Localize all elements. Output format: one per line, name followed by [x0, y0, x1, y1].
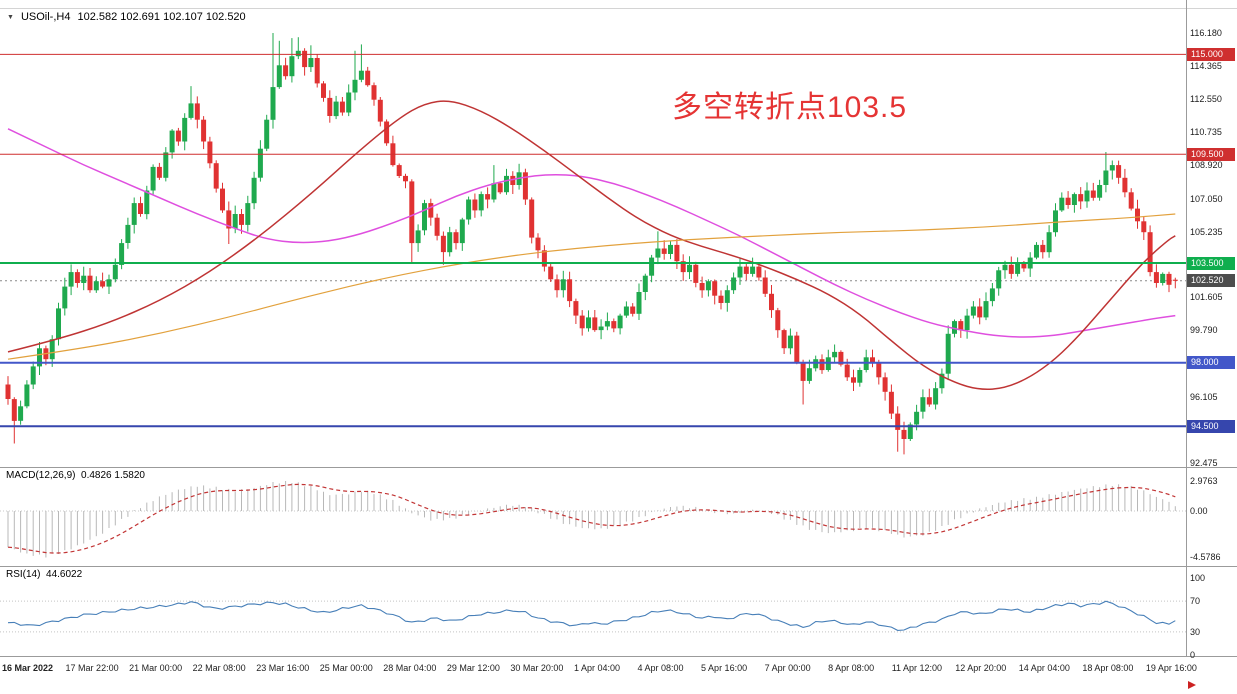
- time-axis-label: 7 Apr 00:00: [764, 663, 811, 673]
- time-axis-label: 28 Mar 04:00: [383, 663, 437, 673]
- window-top-border: [0, 8, 1237, 9]
- price-badge: 94.500: [1187, 419, 1235, 433]
- axis-tick-label: 107.050: [1190, 193, 1223, 204]
- axis-tick-label: 110.735: [1190, 126, 1222, 137]
- main-chart-canvas[interactable]: [0, 0, 1186, 467]
- ma-red[interactable]: [7, 100, 1176, 391]
- axis-tick-label: 108.920: [1190, 159, 1223, 170]
- macd-values: 0.4826 1.5820: [81, 470, 145, 481]
- time-axis-label: 23 Mar 16:00: [256, 663, 310, 673]
- time-axis-label: 11 Apr 12:00: [891, 663, 943, 673]
- ma-magenta[interactable]: [7, 128, 1176, 338]
- rsi-label: RSI(14) 44.6022: [6, 569, 82, 580]
- axis-tick-label: 2.9763: [1190, 476, 1218, 487]
- axis-tick-label: 112.550: [1190, 93, 1222, 104]
- rsi-value: 44.6022: [46, 569, 83, 580]
- macd-name: MACD(12,26,9): [6, 470, 76, 481]
- axis-tick-label: 30: [1190, 626, 1201, 637]
- symbol-dropdown-icon[interactable]: ▼: [7, 13, 14, 21]
- price-badge: 103.500: [1187, 256, 1235, 270]
- axis-tick-label: 0.00: [1190, 506, 1208, 516]
- macd-histogram: [7, 481, 1176, 558]
- time-axis-label: 14 Apr 04:00: [1018, 663, 1070, 673]
- price-axis-border: [1186, 0, 1187, 656]
- axis-tick-label: 105.235: [1190, 226, 1223, 237]
- candles-layer: [5, 33, 1178, 455]
- axis-tick-label: 96.105: [1190, 392, 1218, 403]
- axis-tick-label: -4.5786: [1190, 552, 1221, 563]
- axis-tick-label: 101.605: [1190, 292, 1223, 303]
- ma-orange[interactable]: [7, 213, 1176, 360]
- time-axis-label: 21 Mar 00:00: [129, 663, 183, 673]
- time-axis-label: 5 Apr 16:00: [701, 663, 748, 673]
- time-axis-label: 12 Apr 20:00: [955, 663, 1007, 673]
- panel-separator[interactable]: [0, 566, 1237, 567]
- chart-title: ▼ USOil-,H4 102.582 102.691 102.107 102.…: [7, 11, 246, 23]
- macd-label: MACD(12,26,9) 0.4826 1.5820: [6, 470, 145, 481]
- time-axis-label: 18 Apr 08:00: [1082, 663, 1134, 673]
- time-axis-label: 19 Apr 16:00: [1145, 663, 1197, 673]
- time-axis-label: 8 Apr 08:00: [828, 663, 875, 673]
- time-axis-label: 1 Apr 04:00: [573, 663, 620, 673]
- axis-tick-label: 114.365: [1190, 60, 1222, 71]
- price-badge: 115.000: [1187, 47, 1235, 61]
- panel-separator[interactable]: [0, 467, 1237, 468]
- time-axis-label: 22 Mar 08:00: [192, 663, 246, 673]
- panel-separator: [0, 656, 1237, 657]
- axis-tick-label: 92.475: [1190, 458, 1218, 468]
- axis-tick-label: 0: [1190, 650, 1196, 660]
- time-axis-label: 25 Mar 00:00: [319, 663, 373, 673]
- time-axis-label: 16 Mar 2022: [2, 663, 54, 673]
- price-badge: 109.500: [1187, 147, 1235, 161]
- time-axis[interactable]: 16 Mar 2022 17 Mar 22:00 21 Mar 00:00 22 Ma…: [0, 656, 1237, 682]
- axis-tick-label: 99.790: [1190, 325, 1218, 336]
- current-price-badge: 102.520: [1187, 274, 1235, 288]
- rsi-indicator-canvas[interactable]: [0, 567, 1186, 656]
- annotation-text: 多空转折点103.5: [672, 91, 908, 124]
- price-badge: 98.000: [1187, 356, 1235, 370]
- axis-tick-label: 70: [1190, 596, 1201, 607]
- time-axis-label: 17 Mar 22:00: [65, 663, 119, 673]
- time-axis-label: 4 Apr 08:00: [637, 663, 684, 673]
- symbol-timeframe: USOil-,H4: [20, 11, 71, 23]
- axis-tick-label: 116.180: [1190, 28, 1222, 38]
- time-axis-label: 30 Mar 20:00: [510, 663, 564, 673]
- macd-indicator-canvas[interactable]: [0, 468, 1186, 566]
- time-axis-label: 29 Mar 12:00: [446, 663, 500, 673]
- macd-signal-line: [7, 483, 1176, 554]
- rsi-name: RSI(14): [6, 569, 41, 580]
- ohlc-readout: 102.582 102.691 102.107 102.520: [77, 11, 246, 23]
- price-axis[interactable]: 116.180 114.365 112.550 110.735 108.920 107.0…: [1187, 0, 1237, 660]
- axis-tick-label: 100: [1190, 573, 1206, 583]
- rsi-line: [7, 600, 1176, 631]
- axis-end-marker-icon: [1188, 681, 1196, 689]
